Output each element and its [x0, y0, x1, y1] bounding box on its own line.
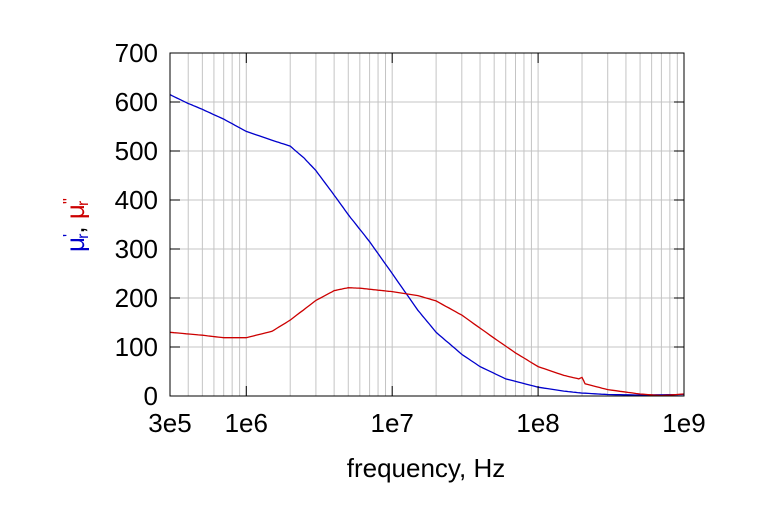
y-tick-label: 400 — [115, 185, 158, 215]
y-tick-label: 0 — [144, 381, 158, 411]
y-label-mu-dprime: μ — [60, 204, 90, 219]
series-line-2 — [169, 287, 685, 397]
series-line-1 — [169, 94, 685, 396]
y-tick-label: 500 — [115, 136, 158, 166]
series-group — [169, 94, 685, 397]
x-tick-label: 3e5 — [148, 408, 191, 438]
x-tick-label: 1e8 — [516, 408, 559, 438]
grid — [169, 52, 685, 397]
y-tick-label: 100 — [115, 332, 158, 362]
x-axis-label: frequency, Hz — [347, 453, 505, 483]
y-tick-label: 600 — [115, 87, 158, 117]
x-tick-label: 1e7 — [370, 408, 413, 438]
x-tick-label: 1e9 — [662, 408, 705, 438]
y-tick-label: 200 — [115, 283, 158, 313]
y-tick-label: 700 — [115, 38, 158, 68]
ticks — [169, 52, 685, 397]
tick-labels: 3e5 1e6 1e7 1e8 1e9 0 100 200 300 400 500 600 700 — [115, 38, 706, 438]
y-tick-label: 300 — [115, 234, 158, 264]
y-label-mu-prime: μ — [60, 237, 90, 252]
plot-frame — [169, 52, 685, 397]
x-tick-label: 1e6 — [225, 408, 268, 438]
y-axis-label: μ'r, μ''r — [60, 198, 92, 252]
